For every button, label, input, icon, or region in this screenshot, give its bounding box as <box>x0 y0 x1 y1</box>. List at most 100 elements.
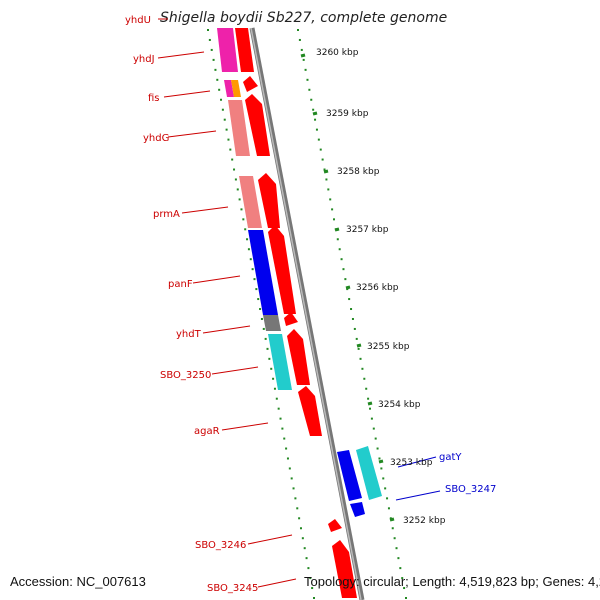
track-dot <box>298 517 301 520</box>
track-dot <box>342 268 345 271</box>
track-dot <box>336 238 339 241</box>
track-dot <box>234 178 237 181</box>
track-dot <box>310 98 313 101</box>
track-dot <box>317 138 320 141</box>
gene-block-gatY <box>356 446 382 500</box>
track-dot <box>277 407 280 410</box>
track-dot <box>249 258 252 261</box>
track-dot <box>338 248 341 251</box>
gene-arrow-panF <box>268 225 296 314</box>
track-dot <box>272 377 275 380</box>
track-dot <box>301 537 304 540</box>
track-dot <box>300 48 303 51</box>
gene-block-yhdT <box>263 315 281 331</box>
gene-arrow-SBO_3245 <box>332 540 357 598</box>
track-dot <box>299 527 302 530</box>
track-dot <box>233 168 236 171</box>
track-dot <box>275 397 278 400</box>
track-dot <box>259 308 262 311</box>
track-dot <box>218 88 221 91</box>
track-dot <box>304 68 307 71</box>
track-dot <box>309 577 312 580</box>
track-dot <box>376 447 379 450</box>
track-dot <box>387 507 390 510</box>
track-dot <box>214 68 217 71</box>
track-dot <box>236 188 239 191</box>
track-dot <box>247 248 250 251</box>
track-dot <box>397 557 400 560</box>
label-leaders <box>157 18 297 588</box>
track-dot <box>378 457 381 460</box>
track-dot <box>246 238 249 241</box>
track-dot <box>281 427 284 430</box>
track-dot <box>313 597 315 599</box>
track-dot <box>333 218 335 221</box>
gene-label-panF: panF <box>168 279 193 290</box>
track-dot <box>391 527 394 530</box>
inner-tick-track <box>207 29 315 599</box>
track-dot <box>365 387 368 390</box>
track-dot <box>350 308 353 311</box>
track-dot <box>319 148 322 151</box>
track-dot <box>315 128 318 131</box>
track-dot <box>314 118 317 121</box>
gene-arrow-SBO_3250 <box>287 329 310 385</box>
track-dot <box>297 29 299 31</box>
feature-blocks <box>217 28 382 517</box>
track-dot <box>303 547 306 550</box>
track-dot <box>212 58 215 61</box>
track-dot <box>311 587 314 590</box>
scale-label-3256: 3256 kbp <box>356 283 399 293</box>
track-dot <box>331 208 334 211</box>
scale-label-3254: 3254 kbp <box>378 400 421 410</box>
track-dot <box>355 337 358 340</box>
scale-label-3258: 3258 kbp <box>337 167 380 177</box>
scale-label-3255: 3255 kbp <box>367 342 410 352</box>
track-dot <box>321 158 324 161</box>
track-dot <box>286 457 289 460</box>
track-dot <box>264 337 267 340</box>
track-dot <box>403 587 406 590</box>
gene-label-yhdG: yhdG <box>143 133 169 144</box>
track-dot <box>238 198 241 201</box>
track-dot <box>223 118 226 121</box>
scale-label-3257: 3257 kbp <box>346 225 389 235</box>
track-dot <box>257 298 260 301</box>
track-dot <box>262 327 265 330</box>
track-dot <box>353 327 356 330</box>
track-dot <box>370 417 373 420</box>
gene-label-yhdU: yhdU <box>125 15 151 26</box>
track-dot <box>312 108 315 111</box>
track-dot <box>253 278 256 281</box>
scale-label-3260: 3260 kbp <box>316 48 359 58</box>
track-dot <box>268 357 271 360</box>
track-dot <box>323 168 326 171</box>
gene-label-fis: fis <box>148 93 160 104</box>
track-dot <box>283 437 286 440</box>
gene-arrow-yhdU <box>235 28 254 72</box>
gene-block-prmA <box>239 176 262 228</box>
gene-labels: yhdU yhdJ fis yhdG prmA panF yhdT SBO_32… <box>125 15 496 594</box>
track-dot <box>229 148 232 151</box>
track-dot <box>302 58 305 61</box>
track-dot <box>240 208 243 211</box>
track-dot <box>216 78 219 81</box>
track-dot <box>305 557 308 560</box>
gene-label-yhdJ: yhdJ <box>133 54 155 65</box>
track-dot <box>210 48 213 51</box>
gene-block-panF <box>248 230 278 315</box>
track-dot <box>367 397 370 400</box>
track-dot <box>329 198 332 201</box>
track-dot <box>351 317 354 320</box>
track-dot <box>382 477 385 480</box>
track-dot <box>361 367 364 370</box>
track-dot <box>227 138 230 141</box>
track-dot <box>296 507 299 510</box>
gene-arrow-prmA <box>258 173 280 228</box>
track-dot <box>270 367 273 370</box>
track-dot <box>255 288 258 291</box>
gene-block-gatY-blue <box>337 450 362 501</box>
track-dot <box>386 497 389 500</box>
outer-tick-track <box>297 29 407 599</box>
